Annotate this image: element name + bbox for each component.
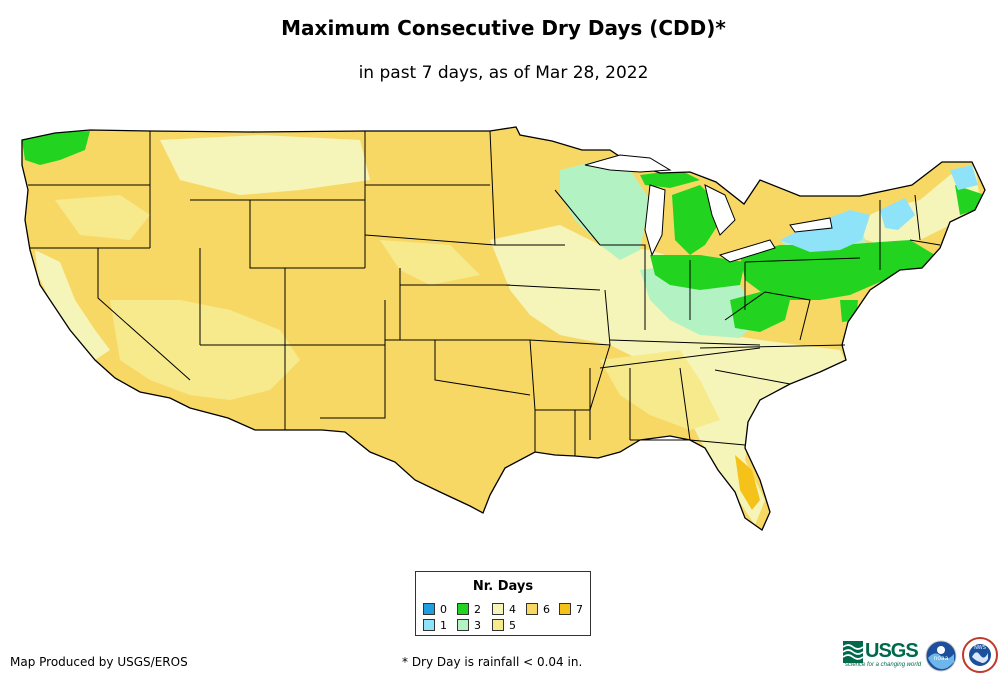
map-title: Maximum Consecutive Dry Days (CDD)* <box>281 16 726 40</box>
usgs-wave-icon <box>843 641 863 663</box>
border-wv-va <box>724 291 811 341</box>
legend-item-0: 0 <box>423 603 447 616</box>
border-new-england <box>879 194 941 270</box>
legend-swatch-6 <box>526 603 538 615</box>
legend-label-5: 5 <box>509 619 516 632</box>
lake-superior <box>584 154 672 173</box>
legend-item-3: 3 <box>457 619 481 632</box>
legend-title: Nr. Days <box>472 579 534 594</box>
zone-4-california <box>35 250 110 360</box>
zone-1-maine <box>950 165 978 190</box>
border-ar <box>529 339 611 411</box>
lake-huron <box>704 184 736 236</box>
zone-5-nebraska <box>380 240 480 285</box>
border-sd-ne <box>364 234 496 246</box>
footnote-text: * Dry Day is rainfall < 0.04 in. <box>402 655 583 669</box>
border-il-in <box>600 244 646 330</box>
zone-2-maine <box>955 185 985 215</box>
border-va-nc <box>699 344 846 349</box>
border-nm-tx <box>320 300 386 419</box>
border-ok-tx <box>434 340 531 396</box>
legend-swatch-5 <box>492 619 504 631</box>
legend-label-1: 1 <box>440 619 447 632</box>
legend-label-4: 4 <box>509 603 516 616</box>
legend-swatch-2 <box>457 603 469 615</box>
lake-michigan <box>644 184 666 257</box>
zone-2-pennsylvania <box>740 240 935 300</box>
legend-swatch-7 <box>559 603 571 615</box>
noaa-text: noaa <box>934 655 949 662</box>
zone-2-upper-peninsula <box>640 170 700 188</box>
border-ia-mo <box>504 284 601 291</box>
border-ky <box>609 339 761 346</box>
zone-2-ohio <box>650 255 745 290</box>
zone-3-wisconsin <box>560 160 650 260</box>
legend-item-7: 7 <box>559 603 583 616</box>
zone-4-montana <box>160 135 370 195</box>
border-tn <box>599 347 761 369</box>
border-pa-ny <box>744 257 861 263</box>
usgs-tagline: science for a changing world <box>845 662 922 668</box>
zone-5-northwest <box>55 195 150 240</box>
legend-item-5: 5 <box>492 619 516 632</box>
border-nc-sc <box>714 369 791 385</box>
zone-1-vermont <box>880 198 915 230</box>
zone-2-washington <box>22 131 90 165</box>
great-lakes <box>584 154 833 263</box>
legend-swatch-4 <box>492 603 504 615</box>
legend-item-1: 1 <box>423 619 447 632</box>
border-wy <box>249 200 365 269</box>
legend-swatch-1 <box>423 619 435 631</box>
legend-label-2: 2 <box>474 603 481 616</box>
legend-item-2: 2 <box>457 603 481 616</box>
usgs-logo: USGS science for a changing world <box>843 640 922 670</box>
zone-7-southeast-coast <box>735 455 760 510</box>
lake-ontario <box>789 217 833 233</box>
border-ca-nv <box>97 248 191 381</box>
zone-5-southwest <box>110 300 300 400</box>
noaa-logo: noaa <box>925 640 957 672</box>
nws-logo: NWS <box>962 637 998 673</box>
zone-2-michigan <box>672 185 718 255</box>
legend-label-3: 3 <box>474 619 481 632</box>
usgs-wordmark: USGS <box>865 640 919 662</box>
legend-label-0: 0 <box>440 603 447 616</box>
legend-label-6: 6 <box>543 603 550 616</box>
border-ga-fl <box>689 439 746 446</box>
border-mn <box>489 130 565 246</box>
zone-1-new-york <box>780 210 870 252</box>
legend-item-6: 6 <box>526 603 550 616</box>
legend-swatch-3 <box>457 619 469 631</box>
nws-text: NWS <box>974 645 986 651</box>
us-outline <box>21 126 986 531</box>
border-ms-al <box>589 368 631 440</box>
legend-item-4: 4 <box>492 603 516 616</box>
credit-text: Map Produced by USGS/EROS <box>10 655 188 669</box>
border-wi <box>554 189 601 246</box>
map-subtitle: in past 7 days, as of Mar 28, 2022 <box>358 63 649 83</box>
legend-label-7: 7 <box>576 603 583 616</box>
lake-erie <box>718 239 776 263</box>
legend: Nr. Days 0 1 2 3 4 5 6 7 <box>415 571 591 636</box>
legend-swatch-0 <box>423 603 435 615</box>
border-la <box>534 410 576 456</box>
cdd-zones <box>22 131 985 525</box>
zone-4-ny-maine <box>840 165 980 245</box>
state-borders <box>21 126 986 531</box>
